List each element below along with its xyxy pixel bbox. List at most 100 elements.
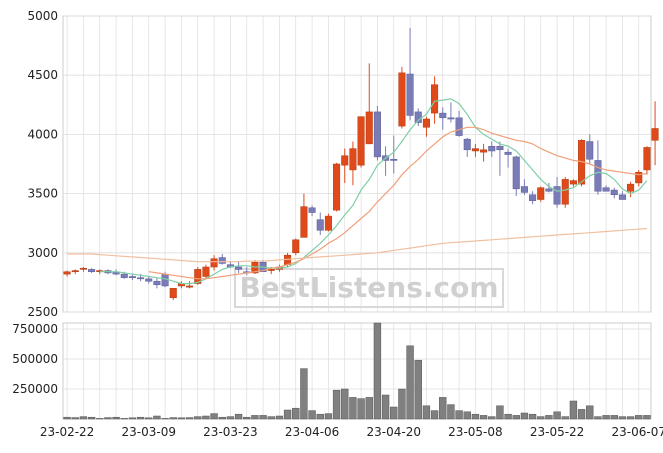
volume-bar [283,409,292,420]
volume-bar [626,416,635,420]
candle-body [316,219,324,231]
volume-bar [545,415,553,420]
volume-bar [586,405,594,420]
volume-bar [112,416,120,420]
candle-body [120,273,128,278]
price-y-tick-label: 3000 [27,246,58,260]
x-tick-label: 23-05-22 [530,425,584,439]
candle-body [186,285,194,288]
volume-y-tick-label: 250000 [12,382,58,396]
volume-bar [169,417,177,420]
candle-body [602,187,610,192]
candle-body [545,188,553,192]
candle-body [145,278,153,282]
candle-body [537,187,545,200]
volume-bar [202,415,210,420]
candle-body [390,159,398,161]
volume-bar [381,394,390,420]
volume-bar [373,322,382,420]
candle-body [496,145,504,151]
volume-bar [136,416,145,420]
volume-bar [153,415,161,420]
candle-body [529,194,537,201]
volume-bar [145,417,153,420]
volume-bar [161,418,169,420]
candle-body [137,277,145,280]
volume-bar [185,417,194,420]
candle-body [202,266,210,277]
candle-body [210,258,218,268]
price-y-tick-label: 4000 [27,127,58,141]
volume-bar [610,415,618,420]
volume-bar [226,416,235,420]
volume-bar [275,415,284,420]
volume-bar [414,359,422,420]
volume-bar [643,415,651,420]
volume-y-tick-label: 500000 [12,352,58,366]
volume-bar [463,411,471,420]
volume-bar [251,415,259,420]
volume-bar [430,410,439,420]
volume-bar [104,417,112,420]
candle-body [341,155,349,166]
candle-body [398,72,406,127]
volume-bar [243,416,251,420]
volume-bar [349,397,357,420]
candle-body [455,117,463,136]
price-y-tick-label: 2500 [27,305,58,319]
candle-body [349,148,357,171]
volume-bar [398,388,406,420]
candle-body [88,269,96,272]
volume-bar [308,410,316,420]
volume-bar [390,406,398,420]
volume-bar [357,398,365,420]
volume-bar [439,397,447,420]
candle-body [292,239,300,254]
volume-bar [635,415,643,420]
candle-body [365,111,373,145]
candle-body [422,118,430,128]
volume-bar [71,417,79,420]
watermark-frame [234,268,504,308]
candle-body [569,180,577,185]
x-tick-label: 23-04-06 [285,425,339,439]
watermark-text: BestListens.com [239,271,498,304]
candle-body [300,206,308,238]
candle-body [553,186,561,205]
volume-bar [422,405,431,420]
volume-bar [210,413,218,420]
volume-bar [479,415,488,420]
volume-bar [194,416,202,420]
volume-panel [62,322,652,420]
volume-bar [520,412,529,420]
candle-body [651,128,659,141]
volume-bar [79,416,88,420]
volume-bar [234,413,243,420]
candle-body [586,141,594,160]
volume-bar [128,417,137,420]
volume-bar [528,413,537,420]
volume-bar [496,405,504,420]
candle-body [561,179,569,205]
volume-bar [324,413,333,420]
price-y-tick-label: 3500 [27,187,58,201]
volume-bar [87,416,96,420]
volume-bar [569,400,578,420]
volume-bar [455,410,463,420]
x-tick-label: 23-02-22 [40,425,94,439]
candle-body [324,215,332,231]
x-tick-label: 23-06-07 [612,425,663,439]
volume-bar [332,389,341,420]
moving-average-long [67,227,647,263]
candle-body [618,194,626,200]
volume-bar [365,397,373,420]
candle-body [235,266,243,270]
candle-body [512,156,520,190]
candle-body [308,207,316,213]
candle-body [406,73,414,116]
candle-body [79,267,87,270]
volume-bar [447,404,455,420]
candle-body [153,280,161,286]
candle-body [71,270,79,273]
